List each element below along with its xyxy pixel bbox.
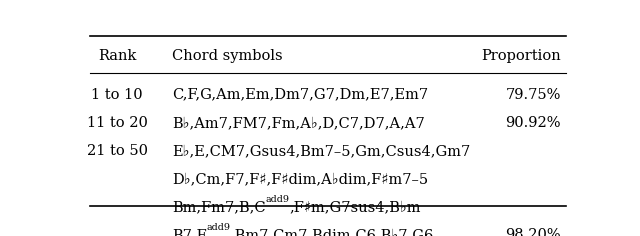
Text: Bm,Fm7,B,C: Bm,Fm7,B,C (172, 200, 266, 214)
Text: 90.92%: 90.92% (506, 116, 561, 130)
Text: E♭,E,CM7,Gsus4,Bm7–5,Gm,Csus4,Gm7: E♭,E,CM7,Gsus4,Bm7–5,Gm,Csus4,Gm7 (172, 144, 470, 158)
Text: B7,F: B7,F (172, 228, 207, 236)
Text: ,F♯m,G7sus4,B♭m: ,F♯m,G7sus4,B♭m (289, 200, 421, 214)
Text: add9: add9 (207, 223, 230, 232)
Text: C,F,G,Am,Em,Dm7,G7,Dm,E7,Em7: C,F,G,Am,Em,Dm7,G7,Dm,E7,Em7 (172, 88, 428, 102)
Text: 79.75%: 79.75% (506, 88, 561, 102)
Text: Proportion: Proportion (481, 50, 561, 63)
Text: 11 to 20: 11 to 20 (87, 116, 148, 130)
Text: ,Bm7,Cm7,Bdim,C6,B♭7,G6: ,Bm7,Cm7,Bdim,C6,B♭7,G6 (230, 228, 434, 236)
Text: Rank: Rank (98, 50, 136, 63)
Text: 1 to 10: 1 to 10 (92, 88, 143, 102)
Text: B♭,Am7,FM7,Fm,A♭,D,C7,D7,A,A7: B♭,Am7,FM7,Fm,A♭,D,C7,D7,A,A7 (172, 116, 424, 130)
Text: add9: add9 (266, 194, 289, 203)
Text: 21 to 50: 21 to 50 (86, 144, 148, 158)
Text: Chord symbols: Chord symbols (172, 50, 282, 63)
Text: 98.20%: 98.20% (506, 228, 561, 236)
Text: D♭,Cm,F7,F♯,F♯dim,A♭dim,F♯m7–5: D♭,Cm,F7,F♯,F♯dim,A♭dim,F♯m7–5 (172, 172, 428, 186)
